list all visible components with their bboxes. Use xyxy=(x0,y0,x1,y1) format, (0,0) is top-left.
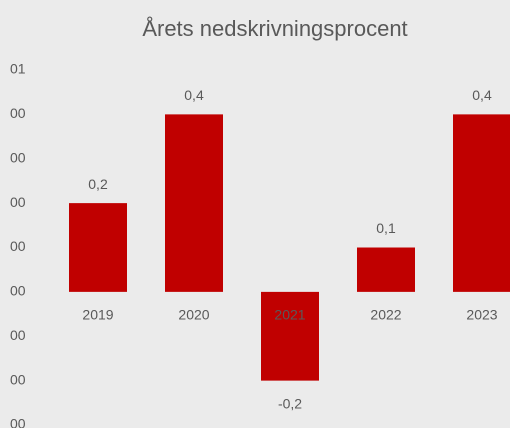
y-tick-label: 00 xyxy=(10,149,26,165)
bar xyxy=(165,114,223,292)
bar xyxy=(453,114,510,292)
chart-title: Årets nedskrivningsprocent xyxy=(142,16,407,41)
y-tick-label: 01 xyxy=(10,61,26,77)
y-tick-label: 00 xyxy=(10,371,26,387)
data-label: -0,2 xyxy=(278,395,302,411)
y-tick-label: 00 xyxy=(10,105,26,121)
data-label: 0,4 xyxy=(184,87,204,103)
data-label: 0,1 xyxy=(376,220,396,236)
bar xyxy=(261,291,319,381)
data-label: 0,2 xyxy=(88,176,108,192)
x-tick-label: 2022 xyxy=(370,307,401,323)
y-tick-label: 00 xyxy=(10,194,26,210)
x-tick-label: 2021 xyxy=(274,307,305,323)
y-tick-label: 00 xyxy=(10,238,26,254)
y-tick-label: 00 xyxy=(10,283,26,299)
x-tick-label: 2020 xyxy=(178,307,209,323)
bar xyxy=(69,203,127,292)
x-tick-label: 2019 xyxy=(82,307,113,323)
y-tick-label: 00 xyxy=(10,416,26,428)
data-label: 0,4 xyxy=(472,87,492,103)
bar xyxy=(357,247,415,292)
x-tick-label: 2023 xyxy=(466,307,497,323)
y-tick-label: 00 xyxy=(10,327,26,343)
